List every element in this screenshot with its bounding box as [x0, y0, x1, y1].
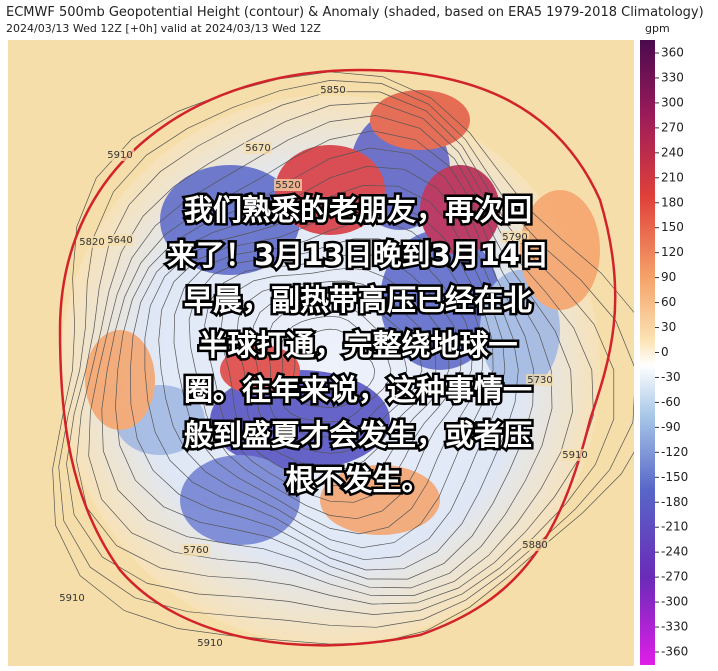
colorbar-tick-label: -330 — [661, 620, 688, 634]
contour-label: 5820 — [79, 237, 104, 248]
colorbar-tick-label: 0 — [661, 345, 669, 359]
contour-label-bg — [319, 84, 347, 96]
colorbar-tick-label: -240 — [661, 545, 688, 559]
caption-line: 般到盛夏才会发生，或者压 — [184, 418, 532, 452]
anomaly-blob — [210, 370, 390, 470]
colorbar-tick-label: 180 — [661, 195, 684, 209]
height-contour — [115, 147, 535, 580]
contour-label-bg — [561, 449, 589, 461]
contour-label-bg — [106, 234, 134, 246]
title: ECMWF 500mb Geopotential Height (contour… — [6, 5, 704, 20]
height-contour — [66, 91, 615, 615]
height-contour — [173, 221, 484, 535]
colorbar-tick-label: -120 — [661, 445, 688, 459]
anomaly-blob — [370, 90, 470, 150]
map: 5850 5910 5670 5520 5820 5640 5760 5910 5910 5880… — [8, 40, 634, 666]
colorbar-tick-label: -300 — [661, 595, 688, 609]
colorbar-tick-label: -270 — [661, 570, 688, 584]
colorbar-tick-label: 270 — [661, 120, 684, 134]
colorbar-tick-label: 360 — [661, 46, 684, 60]
contour-label: 5910 — [197, 638, 222, 649]
height-contour — [220, 267, 450, 487]
caption-line: 来了！3月13日晚到3月14日 — [167, 238, 549, 272]
caption-line: 早晨，副热带高压已经在北 — [184, 283, 532, 317]
contour-label-bg — [196, 637, 224, 649]
height-contour — [188, 238, 473, 520]
contour-label-bg — [521, 539, 549, 551]
anomaly-blob — [380, 230, 500, 370]
colorbar-tick-label: -30 — [661, 370, 681, 384]
contour-label-bg — [244, 142, 272, 154]
caption-line: 根不发生。 — [285, 463, 430, 497]
colorbar-tick-label: 150 — [661, 220, 684, 234]
colorbar-tick-label: 30 — [661, 320, 676, 334]
colorbar-tick-label: 330 — [661, 70, 684, 84]
anomaly-blob — [180, 455, 300, 545]
subtitle: 2024/03/13 Wed 12Z [+0h] valid at 2024/0… — [6, 22, 321, 35]
height-contour — [158, 203, 494, 549]
height-contour — [58, 80, 634, 628]
anomaly-blob — [275, 145, 385, 235]
height-contour — [52, 71, 634, 645]
contour-label-bg — [526, 374, 554, 386]
colorbar-tick-label: 300 — [661, 95, 684, 109]
height-contour — [88, 115, 573, 596]
contour-label: 5850 — [320, 85, 345, 96]
anomaly-blob — [520, 190, 600, 310]
colorbar-tick-label: -210 — [661, 520, 688, 534]
contour-label-bg — [274, 179, 302, 191]
contour-label-bg — [182, 544, 210, 556]
height-contour — [129, 166, 519, 571]
colorbar-tick-label: 90 — [661, 270, 676, 284]
height-contour — [101, 130, 553, 589]
contour-label-bg — [501, 231, 529, 243]
caption-line: 半球打通，完整绕地球一 — [198, 328, 517, 362]
contour-label: 5910 — [107, 150, 132, 161]
contour-label-bg — [78, 236, 106, 248]
colorbar-tick-label: 240 — [661, 145, 684, 159]
contour-label: 5520 — [275, 180, 300, 191]
contour-label: 5910 — [562, 450, 587, 461]
contour-label: 5880 — [522, 540, 547, 551]
anomaly-blob — [85, 330, 155, 430]
colorbar — [640, 40, 655, 665]
caption-line: 我们熟悉的老朋友，再次回 — [184, 193, 532, 227]
colorbar-tick-label: -60 — [661, 395, 681, 409]
height-contour — [76, 102, 594, 605]
anomaly-blob — [420, 165, 500, 255]
colorbar-tick-label: 60 — [661, 295, 676, 309]
caption-line: 圈。往年来说，这种事情一 — [184, 373, 532, 407]
height-contour — [279, 315, 392, 423]
colorbar-tick-label: 210 — [661, 170, 684, 184]
contour-label: 5910 — [59, 593, 84, 604]
colorbar-tick-label: -150 — [661, 470, 688, 484]
anomaly-blob — [320, 465, 440, 535]
thick-contour — [58, 68, 617, 647]
colorbar-unit: gpm — [645, 22, 670, 35]
contour-label: 5760 — [183, 545, 208, 556]
contour-label: 5670 — [245, 143, 270, 154]
colorbar-tick-label: 120 — [661, 245, 684, 259]
contour-label: 5790 — [502, 232, 527, 243]
height-contour — [236, 280, 437, 470]
contour-label: 5730 — [527, 375, 552, 386]
height-contour — [291, 328, 376, 408]
anomaly-blob — [220, 345, 300, 395]
contour-label-bg — [58, 592, 86, 604]
colorbar-tick-label: -360 — [661, 645, 688, 659]
height-contour — [267, 303, 408, 438]
contour-label-bg — [106, 149, 134, 161]
colorbar-tick-label: -180 — [661, 495, 688, 509]
colorbar-tick-label: -90 — [661, 420, 681, 434]
height-contour — [252, 292, 423, 454]
height-contour — [204, 253, 462, 503]
height-contour — [144, 185, 506, 561]
contour-label: 5640 — [107, 235, 132, 246]
anomaly-blob — [160, 165, 300, 275]
